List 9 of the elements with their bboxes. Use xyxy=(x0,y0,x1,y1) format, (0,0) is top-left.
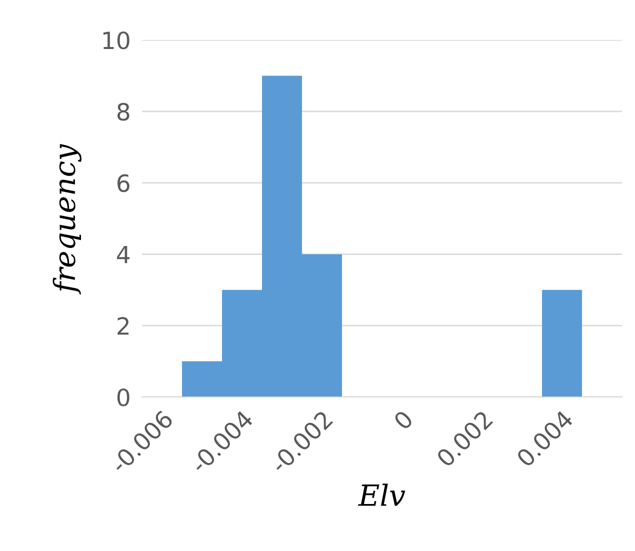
y-tick-label: 4 xyxy=(117,246,130,264)
x-tick-label: 0 xyxy=(392,410,414,431)
y-tick-label: 0 xyxy=(117,388,130,406)
y-tick-label: 2 xyxy=(118,317,129,335)
y-axis-title: frequency xyxy=(52,144,82,294)
x-axis-title: Elv xyxy=(358,484,406,506)
y-tick-label: 8 xyxy=(117,102,130,121)
y-tick-label: 10 xyxy=(103,31,130,50)
y-tick-label: 6 xyxy=(118,174,130,192)
